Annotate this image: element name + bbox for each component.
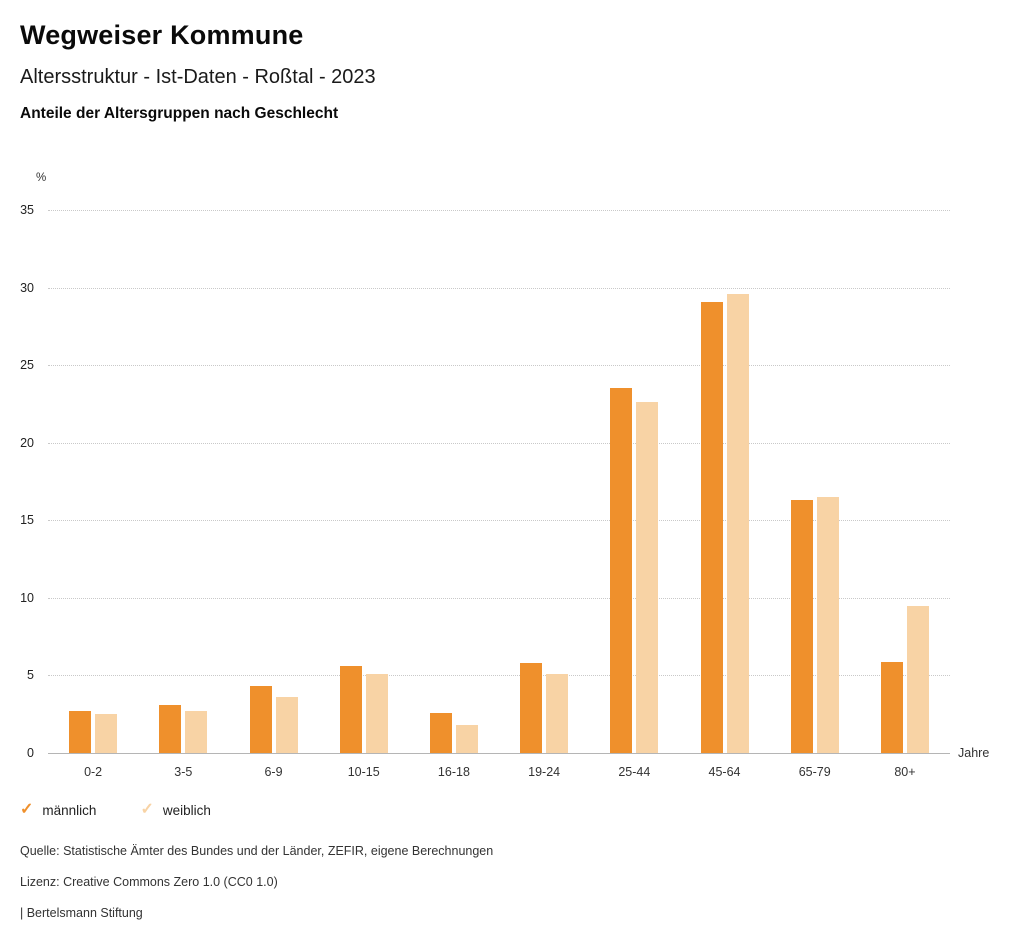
bar-männlich <box>249 686 272 753</box>
bar-männlich <box>610 388 633 753</box>
y-axis-tick-label: 25 <box>20 358 34 373</box>
y-axis: 0 5 10 15 20 25 30 35 <box>0 203 40 760</box>
checkmark-icon: ✓ <box>20 801 34 818</box>
x-axis-tick-label: 16-18 <box>437 765 470 779</box>
bar-männlich <box>520 663 543 753</box>
bar-group: 65-79 <box>770 210 860 779</box>
y-axis-tick-label: 0 <box>27 746 34 760</box>
legend-item-männlich[interactable]: ✓ männlich <box>20 802 96 818</box>
legend: ✓ männlich ✓ weiblich <box>20 802 211 818</box>
gridline <box>48 753 950 754</box>
legend-label: weiblich <box>162 802 211 818</box>
bar-group: 19-24 <box>499 210 589 779</box>
bar-weiblich <box>906 605 929 753</box>
license-note: Lizenz: Creative Commons Zero 1.0 (CC0 1… <box>20 875 278 889</box>
bar-männlich <box>159 704 182 753</box>
gridline <box>48 675 950 677</box>
bar-group: 45-64 <box>679 210 769 779</box>
bar-weiblich <box>275 697 298 753</box>
x-axis-tick-label: 0-2 <box>84 765 103 779</box>
bar-group: 3-5 <box>138 210 228 779</box>
x-axis-tick-label: 80+ <box>894 765 916 779</box>
bar-weiblich <box>185 711 208 753</box>
bar-group: 16-18 <box>409 210 499 779</box>
brand-note: | Bertelsmann Stiftung <box>20 906 143 920</box>
bar-weiblich <box>726 293 749 753</box>
gridline <box>48 442 950 444</box>
gridline <box>48 287 950 289</box>
bar-weiblich <box>816 497 839 753</box>
bar-group: 10-15 <box>319 210 409 779</box>
bar-group: 6-9 <box>228 210 318 779</box>
y-axis-tick-label: 10 <box>20 590 34 605</box>
bar-männlich <box>429 712 452 753</box>
bar-group: 80+ <box>860 210 950 779</box>
y-axis-tick-label: 30 <box>20 280 34 295</box>
x-axis-tick-label: 65-79 <box>798 765 831 779</box>
x-axis-tick-label: 10-15 <box>347 765 380 779</box>
chart-title: Anteile der Altersgruppen nach Geschlech… <box>20 105 339 122</box>
x-axis-unit-label: Jahre <box>958 746 990 760</box>
bar-männlich <box>339 666 362 753</box>
bar-weiblich <box>365 673 388 753</box>
bar-weiblich <box>95 714 118 753</box>
gridline <box>48 210 950 211</box>
bar-männlich <box>69 711 92 753</box>
y-axis-tick-label: 5 <box>27 668 34 683</box>
bar-groups: 0-2 3-5 6-9 10-15 16-18 19-24 25-44 45-64 65-79 8… <box>48 210 950 779</box>
x-axis-tick-label: 25-44 <box>618 765 651 779</box>
y-axis-tick-label: 35 <box>20 203 34 217</box>
gridline <box>48 597 950 599</box>
bar-männlich <box>880 661 903 753</box>
y-axis-tick-label: 15 <box>20 513 34 528</box>
plot-area: 0-2 3-5 6-9 10-15 16-18 19-24 25-44 45-64 65-79 8… <box>48 210 950 779</box>
gridline <box>48 520 950 522</box>
bar-weiblich <box>546 673 569 753</box>
checkmark-icon: ✓ <box>140 801 154 818</box>
bar-group: 25-44 <box>589 210 679 779</box>
legend-label: männlich <box>42 802 97 818</box>
x-axis-tick-label: 45-64 <box>708 765 741 779</box>
bar-weiblich <box>455 725 478 753</box>
y-axis-unit-label: % <box>36 172 47 184</box>
x-axis-tick-label: 19-24 <box>528 765 561 779</box>
page-title: Wegweiser Kommune <box>20 20 304 50</box>
bar-männlich <box>700 301 723 753</box>
bar-männlich <box>790 500 813 753</box>
x-axis-tick-label: 6-9 <box>264 765 283 779</box>
page-subtitle: Altersstruktur - Ist-Daten - Roßtal - 20… <box>20 66 376 88</box>
y-axis-tick-label: 20 <box>20 435 34 450</box>
bar-weiblich <box>636 402 659 753</box>
legend-item-weiblich[interactable]: ✓ weiblich <box>140 802 210 818</box>
gridline <box>48 365 950 367</box>
bar-group: 0-2 <box>48 210 138 779</box>
x-axis-tick-label: 3-5 <box>174 765 193 779</box>
source-note: Quelle: Statistische Ämter des Bundes un… <box>20 844 494 858</box>
